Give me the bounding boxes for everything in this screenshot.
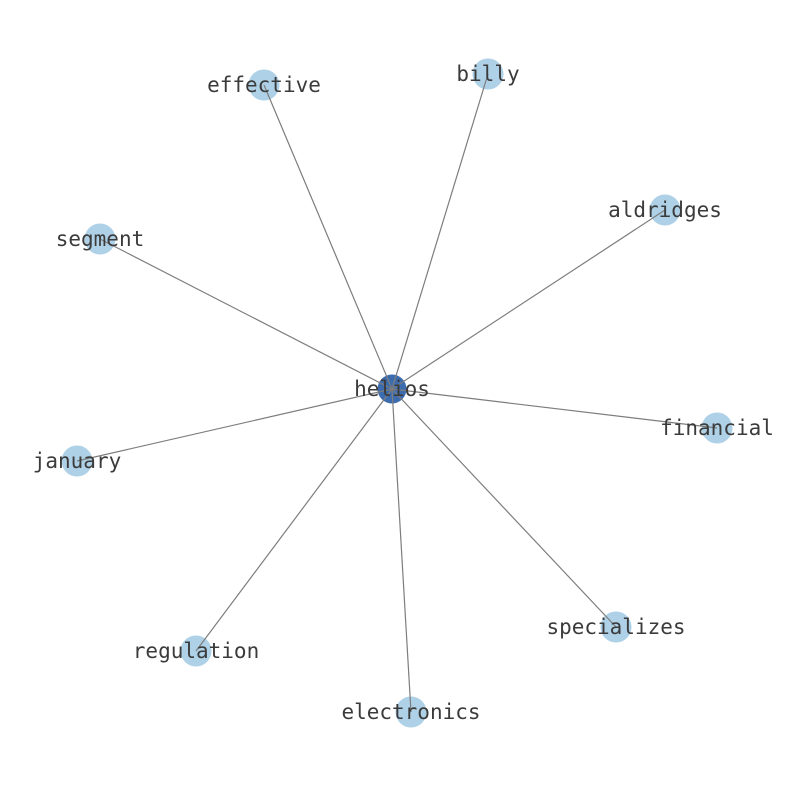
graph-node-label-helios: helios (354, 377, 430, 401)
graph-edge-helios-electronics (391, 388, 412, 713)
graph-node-label-aldridges: aldridges (608, 198, 722, 222)
graph-edge-helios-regulation (195, 388, 393, 652)
graph-node-label-regulation: regulation (133, 639, 259, 663)
graph-edge-helios-financial (391, 388, 718, 429)
graph-edge-helios-aldridges (391, 209, 666, 390)
graph-edge-layer (76, 73, 718, 713)
graph-edge-helios-segment (99, 238, 393, 390)
graph-node-label-effective: effective (207, 73, 321, 97)
graph-edge-helios-specializes (391, 388, 617, 628)
graph-node-label-electronics: electronics (341, 700, 480, 724)
graph-label-layer: helios effective billy aldridges segment fina… (33, 62, 774, 724)
graph-edge-helios-billy (391, 73, 489, 390)
graph-node-label-segment: segment (56, 227, 145, 251)
graph-node-label-billy: billy (456, 62, 519, 86)
graph-edge-helios-effective (263, 84, 393, 390)
graph-node-label-january: january (33, 449, 122, 473)
graph-edge-helios-january (76, 388, 393, 462)
graph-node-label-financial: financial (660, 416, 774, 440)
graph-node-label-specializes: specializes (546, 615, 685, 639)
